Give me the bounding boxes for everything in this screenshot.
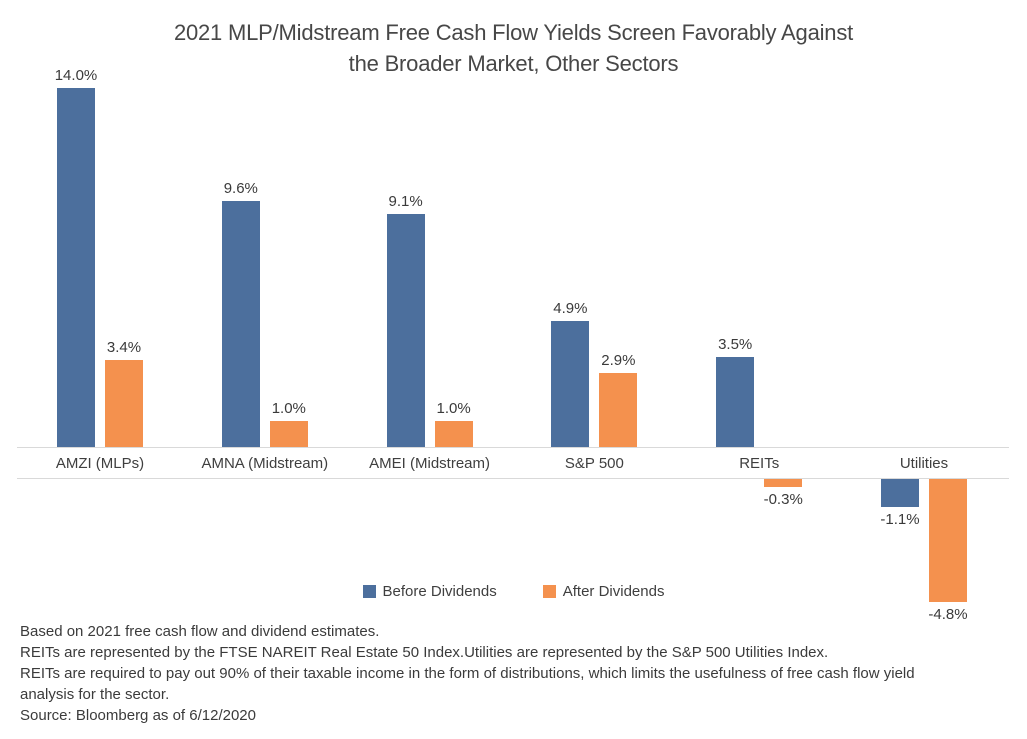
legend-swatch-before-dividends [362,585,376,598]
chart-title-line-2: the Broader Market, Other Sectors [348,51,679,76]
category-label-amna-midstream: AMNA (Midstream) [201,455,329,472]
legend-label-after-dividends: After Dividends [562,583,665,600]
value-label-after-dividends-reits: -0.3% [763,490,803,508]
category-label-reits: REITs [739,455,780,472]
value-label-before-dividends-utilities: -1.1% [880,511,920,529]
legend-swatch-after-dividends [542,585,556,598]
category-label-amzi-mlps: AMZI (MLPs) [55,455,145,472]
category-label-amei-midstream: AMEI (Midstream) [369,455,490,472]
footnote-line: Based on 2021 free cash flow and dividen… [20,623,380,640]
legend-item-before-dividends: Before Dividends [362,583,497,600]
chart-title-line-1: 2021 MLP/Midstream Free Cash Flow Yields… [173,20,854,45]
legend-label-before-dividends: Before Dividends [382,583,497,600]
bar-after-dividends-s-p-500 [599,372,638,447]
value-label-after-dividends-amei-midstream: 1.0% [436,400,471,418]
value-label-before-dividends-amei-midstream: 9.1% [388,192,423,210]
bar-before-dividends-amei-midstream [386,213,425,447]
footnotes: Based on 2021 free cash flow and dividen… [20,621,965,726]
footnote-line: REITs are required to pay out 90% of the… [20,665,915,703]
value-label-after-dividends-s-p-500: 2.9% [601,351,636,369]
x-axis-zero-line [17,447,1009,448]
legend-item-after-dividends: After Dividends [542,583,665,600]
value-label-before-dividends-reits: 3.5% [718,336,753,354]
footnote-line: REITs are represented by the FTSE NAREIT… [20,644,829,661]
source-line: Source: Bloomberg as of 6/12/2020 [20,707,256,724]
bar-after-dividends-amei-midstream [434,421,473,447]
bar-before-dividends-amna-midstream [221,200,260,447]
bar-after-dividends-amna-midstream [269,421,308,447]
value-label-after-dividends-amna-midstream: 1.0% [271,400,306,418]
chart-title: 2021 MLP/Midstream Free Cash Flow Yields… [0,17,1027,79]
value-label-before-dividends-s-p-500: 4.9% [553,300,588,318]
bar-after-dividends-amzi-mlps [105,359,143,447]
bar-before-dividends-amzi-mlps [57,88,95,447]
bar-before-dividends-s-p-500 [551,321,590,447]
x-axis-lower-line [17,478,1009,479]
value-label-before-dividends-amzi-mlps: 14.0% [54,67,98,85]
bar-after-dividends-reits [764,479,803,487]
value-label-before-dividends-amna-midstream: 9.6% [223,179,258,197]
bar-before-dividends-utilities [881,479,919,508]
value-label-after-dividends-utilities: -4.8% [928,606,968,624]
bar-after-dividends-utilities [929,479,967,603]
category-label-s-p-500: S&P 500 [564,455,624,472]
legend: Before Dividends After Dividends [0,583,1027,600]
category-label-utilities: Utilities [899,455,949,472]
bar-before-dividends-reits [716,357,755,447]
value-label-after-dividends-amzi-mlps: 3.4% [106,338,142,356]
